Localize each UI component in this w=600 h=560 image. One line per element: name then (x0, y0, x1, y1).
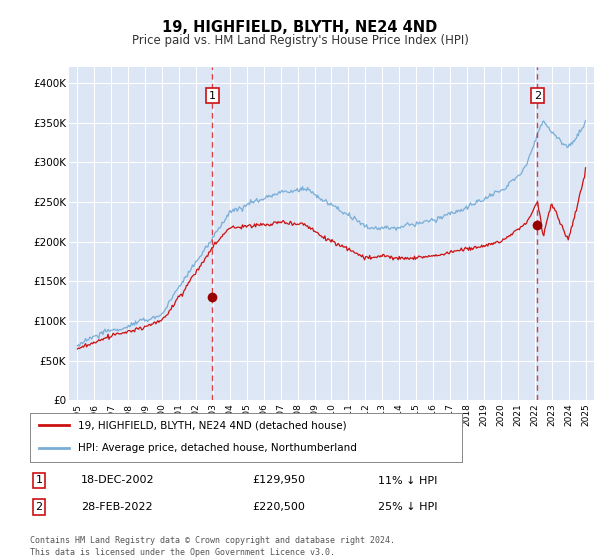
Text: 28-FEB-2022: 28-FEB-2022 (81, 502, 152, 512)
Text: Contains HM Land Registry data © Crown copyright and database right 2024.
This d: Contains HM Land Registry data © Crown c… (30, 536, 395, 557)
Text: HPI: Average price, detached house, Northumberland: HPI: Average price, detached house, Nort… (77, 443, 356, 453)
Text: 1: 1 (209, 91, 216, 101)
Text: 2: 2 (534, 91, 541, 101)
Text: £129,950: £129,950 (252, 475, 305, 486)
Text: 2: 2 (35, 502, 43, 512)
Text: 19, HIGHFIELD, BLYTH, NE24 4ND: 19, HIGHFIELD, BLYTH, NE24 4ND (163, 20, 437, 35)
Text: 25% ↓ HPI: 25% ↓ HPI (378, 502, 437, 512)
Text: £220,500: £220,500 (252, 502, 305, 512)
Text: 18-DEC-2002: 18-DEC-2002 (81, 475, 155, 486)
Text: 11% ↓ HPI: 11% ↓ HPI (378, 475, 437, 486)
Text: Price paid vs. HM Land Registry's House Price Index (HPI): Price paid vs. HM Land Registry's House … (131, 34, 469, 46)
Text: 19, HIGHFIELD, BLYTH, NE24 4ND (detached house): 19, HIGHFIELD, BLYTH, NE24 4ND (detached… (77, 420, 346, 430)
Text: 1: 1 (35, 475, 43, 486)
